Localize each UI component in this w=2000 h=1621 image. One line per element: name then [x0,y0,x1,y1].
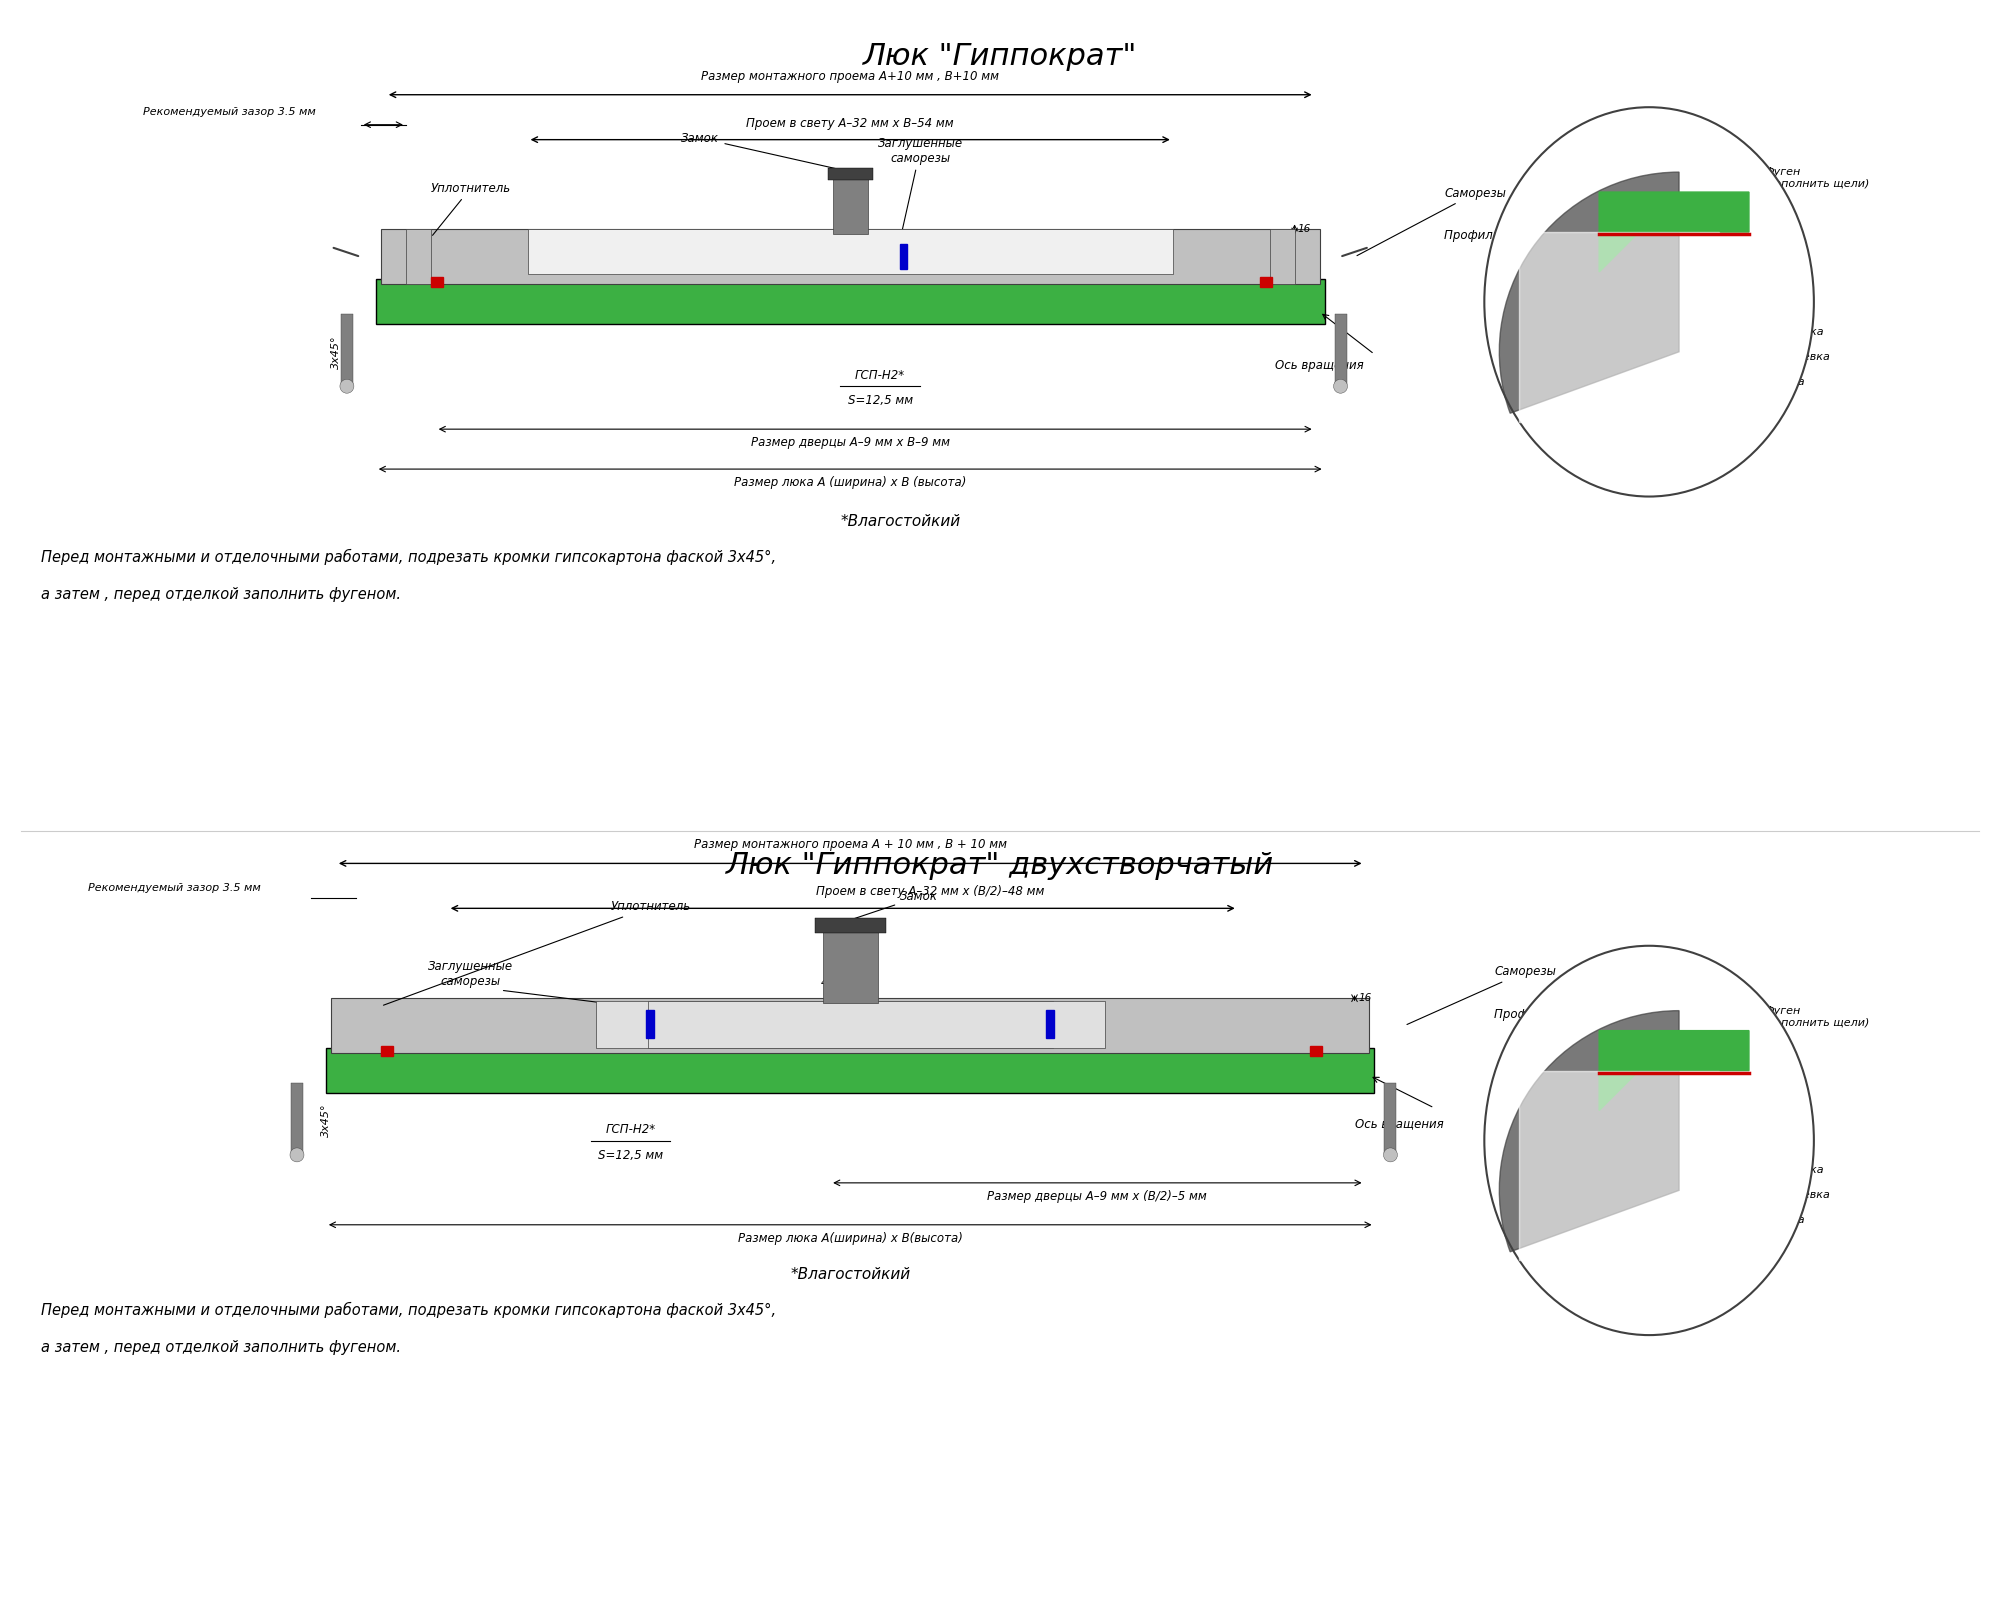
Text: Размер люка А (ширина) х В (высота): Размер люка А (ширина) х В (высота) [734,477,966,490]
Text: Перед монтажными и отделочными работами, подрезать кромки гипсокартона фаской 3х: Перед монтажными и отделочными работами,… [42,550,776,566]
Text: Профиль потолочный 60х27: Профиль потолочный 60х27 [1494,1008,1670,1021]
Text: Рекомендуемый зазор 3.5 мм: Рекомендуемый зазор 3.5 мм [88,883,262,893]
Text: Фуген
(заполнить щели): Фуген (заполнить щели) [1764,167,1870,188]
Bar [406,230,430,284]
Ellipse shape [1484,107,1814,496]
Bar [900,245,908,269]
Bar [646,1010,654,1037]
Text: 16: 16 [1358,994,1372,1003]
Ellipse shape [1484,945,1814,1336]
Text: Люк "Гиппократ" двухстворчатый: Люк "Гиппократ" двухстворчатый [726,851,1274,880]
Text: Размер монтажного проема А + 10 мм , В + 10 мм: Размер монтажного проема А + 10 мм , В +… [694,838,1006,851]
Text: Уплотнитель: Уплотнитель [384,900,690,1005]
Bar [1310,1046,1322,1055]
Bar [1334,314,1346,384]
Text: Размер монтажного проема А+10 мм , В+10 мм: Размер монтажного проема А+10 мм , В+10 … [702,70,1000,83]
Bar [528,230,1172,274]
Polygon shape [1600,191,1748,272]
Text: Заглушенные
саморезы: Заглушенные саморезы [878,136,962,237]
Text: Проем в свету А–32 мм х В–54 мм: Проем в свету А–32 мм х В–54 мм [746,117,954,130]
Text: Грунтовка: Грунтовка [1764,1165,1824,1175]
Text: Замок: Замок [842,890,938,922]
Text: Рекомендуемый зазор 3.5 мм: Рекомендуемый зазор 3.5 мм [144,107,316,117]
Text: Ось вращения: Ось вращения [1274,360,1364,373]
Text: Перед монтажными и отделочными работами, подрезать кромки гипсокартона фаской 3х: Перед монтажными и отделочными работами,… [42,1302,776,1318]
Text: 16: 16 [1298,224,1310,235]
Bar [326,1049,1374,1093]
Text: Краска: Краска [1764,1216,1806,1225]
Text: а затем , перед отделкой заполнить фугеном.: а затем , перед отделкой заполнить фуген… [42,587,402,601]
Bar [380,1046,392,1055]
Bar [290,1083,302,1153]
Bar [596,1002,1052,1049]
Text: Размер дверцы А–9 мм х В–9 мм: Размер дверцы А–9 мм х В–9 мм [750,436,950,449]
Text: Фуген
(заполнить щели): Фуген (заполнить щели) [1764,1005,1870,1028]
Wedge shape [1500,1010,1680,1251]
Bar [340,314,352,384]
Text: Шпаклевка: Шпаклевка [1764,1190,1830,1200]
Bar [814,919,886,934]
Bar [1260,277,1272,287]
Text: Саморезы: Саморезы [1406,964,1556,1024]
Text: Саморезы: Саморезы [1356,186,1506,256]
Text: *Влагостойкий: *Влагостойкий [790,1266,910,1282]
Bar [380,230,1320,284]
Text: 40: 40 [840,245,850,259]
Text: ГСП-Н2*: ГСП-Н2* [856,370,906,383]
Bar [832,175,868,235]
Text: S=12,5 мм: S=12,5 мм [848,394,912,407]
Text: 40: 40 [996,1020,1006,1033]
Bar [822,929,878,1003]
Text: Размер люка А(ширина) х В(высота): Размер люка А(ширина) х В(высота) [738,1232,962,1245]
Bar [376,279,1324,324]
Bar [828,167,872,180]
Bar [1520,1070,1720,1260]
Bar [1046,1010,1054,1037]
Text: Ось вращения: Ось вращения [1354,1118,1444,1131]
Circle shape [340,379,354,394]
Text: Шпаклевка: Шпаклевка [1764,352,1830,361]
Text: Проем в свету А–32 мм х (В/2)–48 мм: Проем в свету А–32 мм х (В/2)–48 мм [816,885,1044,898]
Bar [1270,230,1294,284]
Text: Грунтовка: Грунтовка [1764,327,1824,337]
Text: S=12,5 мм: S=12,5 мм [598,1149,664,1162]
Text: Люк "Гиппократ": Люк "Гиппократ" [862,42,1138,71]
Text: 46: 46 [820,977,834,989]
Wedge shape [1500,172,1680,413]
Text: ГСП-Н2*: ГСП-Н2* [606,1123,656,1136]
Text: 55: 55 [790,256,800,269]
Circle shape [1384,1148,1398,1162]
Text: Профиль потолочный 60х27: Профиль потолочный 60х27 [1444,230,1620,243]
Circle shape [1334,379,1348,394]
Text: 3х45°: 3х45° [330,336,340,368]
Text: 3х45°: 3х45° [320,1104,330,1138]
Text: Размер дверцы А–9 мм х (В/2)–5 мм: Размер дверцы А–9 мм х (В/2)–5 мм [988,1190,1208,1203]
Bar [1384,1083,1396,1153]
Text: 60: 60 [860,1020,870,1033]
Text: Уплотнитель: Уплотнитель [430,182,510,235]
Bar [1520,232,1720,421]
Text: а затем , перед отделкой заполнить фугеном.: а затем , перед отделкой заполнить фуген… [42,1339,402,1355]
Bar [330,999,1370,1054]
Text: *Влагостойкий: *Влагостойкий [840,514,960,528]
Text: Замок: Замок [682,131,838,169]
Text: Заглушенные
саморезы: Заглушенные саморезы [428,960,514,989]
Circle shape [290,1148,304,1162]
Bar [430,277,442,287]
Polygon shape [1600,1031,1748,1110]
Text: Краска: Краска [1764,376,1806,387]
Bar [648,1002,1104,1049]
